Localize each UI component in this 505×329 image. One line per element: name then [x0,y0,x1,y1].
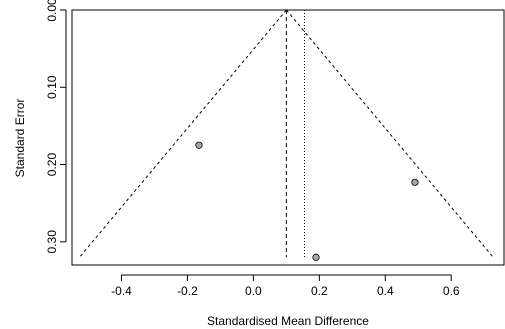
y-axis: 0.00 0.10 0.20 0.30 [45,0,67,254]
data-point [411,178,419,186]
plot-area-box [71,9,505,266]
funnel-lines [79,9,494,258]
funnel-right-line [285,9,494,258]
data-point [312,253,320,261]
x-tick-label: 0.4 [377,284,394,298]
y-tick-label: 0.30 [45,230,59,254]
funnel-left-line [79,9,287,258]
y-tick-label: 0.10 [45,75,59,99]
x-tick-label: 0.6 [443,284,460,298]
y-tick-label: 0.00 [45,0,59,22]
y-tick-label: 0.20 [45,153,59,177]
data-point [195,141,203,149]
x-tick-label: 0.2 [311,284,328,298]
data-points [195,141,419,261]
x-tick-label: -0.4 [111,284,132,298]
x-axis: -0.4 -0.2 0.0 0.2 0.4 0.6 [111,274,460,298]
x-tick-label: -0.2 [177,284,198,298]
x-tick-label: 0.0 [245,284,262,298]
y-axis-title: Standard Error [13,99,27,178]
x-axis-title: Standardised Mean Difference [207,314,369,328]
